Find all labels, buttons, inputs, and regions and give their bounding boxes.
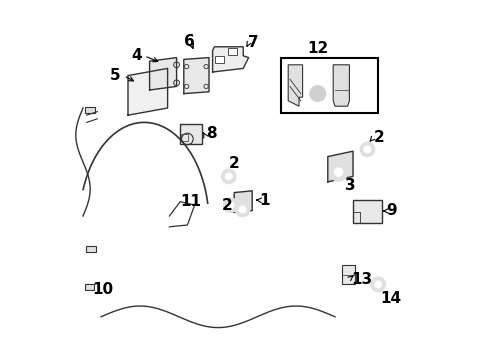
Bar bbox=[85, 107, 95, 113]
Polygon shape bbox=[213, 47, 248, 72]
Text: 8: 8 bbox=[206, 126, 217, 141]
Bar bbox=[85, 284, 94, 290]
Circle shape bbox=[330, 163, 347, 181]
Circle shape bbox=[360, 142, 374, 157]
Circle shape bbox=[223, 198, 238, 212]
Bar bbox=[353, 200, 382, 223]
Bar bbox=[86, 246, 96, 252]
Text: 10: 10 bbox=[92, 282, 114, 297]
Bar bbox=[187, 65, 206, 86]
Bar bbox=[180, 124, 202, 144]
Text: 2: 2 bbox=[374, 130, 385, 145]
Text: 7: 7 bbox=[248, 35, 259, 50]
Text: 4: 4 bbox=[132, 48, 143, 63]
Bar bbox=[216, 56, 224, 63]
Polygon shape bbox=[328, 151, 353, 182]
Text: 13: 13 bbox=[351, 271, 372, 287]
Circle shape bbox=[235, 202, 250, 217]
Circle shape bbox=[310, 86, 326, 102]
Text: 14: 14 bbox=[380, 291, 401, 306]
Polygon shape bbox=[149, 58, 176, 90]
Circle shape bbox=[221, 169, 236, 184]
Bar bbox=[228, 48, 237, 55]
Polygon shape bbox=[128, 68, 168, 115]
Polygon shape bbox=[288, 65, 303, 106]
Polygon shape bbox=[234, 191, 252, 212]
Circle shape bbox=[225, 173, 232, 180]
Bar bbox=[181, 134, 188, 141]
Circle shape bbox=[371, 277, 386, 292]
Bar bbox=[342, 265, 355, 284]
Circle shape bbox=[364, 146, 371, 153]
Text: 2: 2 bbox=[221, 198, 232, 213]
Text: 1: 1 bbox=[259, 193, 270, 208]
Polygon shape bbox=[333, 65, 349, 106]
Text: 12: 12 bbox=[307, 41, 328, 56]
Text: 9: 9 bbox=[387, 203, 397, 219]
Circle shape bbox=[227, 202, 234, 209]
Circle shape bbox=[334, 168, 343, 176]
Text: 6: 6 bbox=[184, 34, 195, 49]
Bar bbox=[281, 58, 378, 113]
Polygon shape bbox=[184, 58, 209, 94]
Bar bbox=[307, 72, 328, 108]
Text: 11: 11 bbox=[180, 194, 201, 209]
Text: 5: 5 bbox=[110, 68, 121, 83]
Circle shape bbox=[239, 206, 246, 213]
Text: 2: 2 bbox=[229, 156, 240, 171]
Circle shape bbox=[374, 281, 382, 288]
Text: 3: 3 bbox=[345, 178, 356, 193]
